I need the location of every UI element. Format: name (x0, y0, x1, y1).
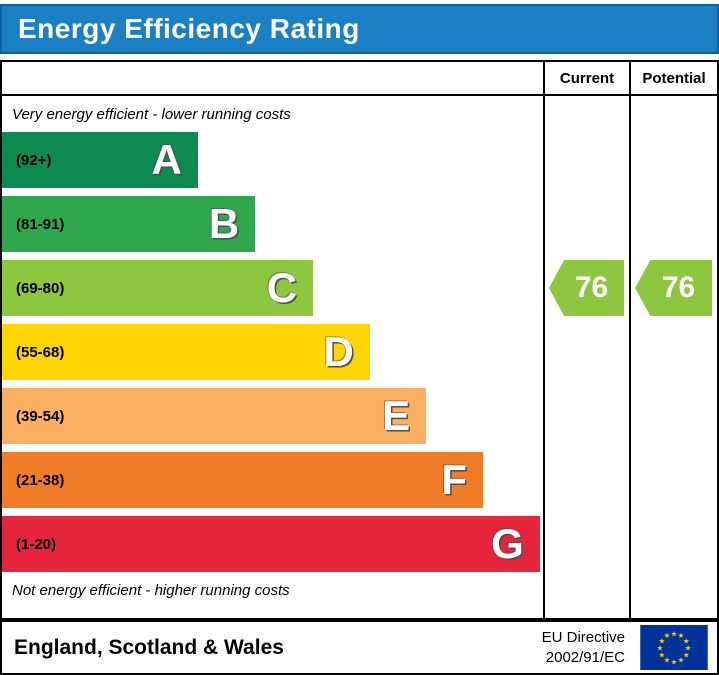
potential-column-header: Potential (629, 62, 717, 96)
svg-text:★: ★ (683, 650, 690, 659)
band-range-label: (81-91) (16, 215, 65, 233)
bands-area: Very energy efficient - lower running co… (2, 96, 543, 618)
band-letter: B (208, 200, 240, 247)
bottom-note: Not energy efficient - higher running co… (12, 581, 290, 599)
band-letter: G (491, 520, 524, 567)
svg-text:★: ★ (664, 656, 671, 665)
svg-text:★: ★ (664, 631, 671, 640)
band-bar-e: (39-54) E (2, 388, 427, 444)
eu-directive-label: EU Directive 2002/91/EC (542, 628, 625, 667)
band-bar-d: (55-68) D (2, 324, 370, 380)
region-label: England, Scotland & Wales (14, 635, 284, 659)
eu-flag-icon: ★ ★ ★ ★ ★ ★ ★ ★ ★ ★ ★ ★ (639, 625, 709, 670)
svg-text:★: ★ (683, 636, 690, 645)
band-range-label: (69-80) (16, 279, 65, 297)
band-bar-a: (92+) A (2, 132, 198, 188)
band-letter: C (266, 264, 298, 311)
current-column: 76 (543, 96, 629, 618)
band-letter: F (441, 456, 467, 503)
top-note: Very energy efficient - lower running co… (12, 105, 291, 123)
eu-directive-line2: 2002/91/EC (545, 648, 625, 666)
energy-rating-chart: Current Potential Very energy efficient … (0, 60, 719, 620)
band-range-label: (21-38) (16, 471, 65, 489)
svg-text:★: ★ (658, 636, 665, 645)
potential-column: 76 (629, 96, 717, 618)
eu-directive-line1: EU Directive (541, 629, 625, 646)
svg-text:★: ★ (658, 650, 665, 659)
chart-corner-cell (2, 62, 543, 96)
band-letter: D (323, 328, 354, 375)
band-bar-b: (81-91) B (2, 196, 256, 252)
svg-text:★: ★ (657, 643, 664, 652)
band-range-label: (1-20) (16, 535, 57, 553)
svg-text:★: ★ (685, 643, 692, 652)
page-title: Energy Efficiency Rating (18, 13, 360, 44)
title-bar: Energy Efficiency Rating (0, 4, 719, 54)
band-bar-f: (21-38) F (2, 452, 483, 508)
svg-text:★: ★ (678, 631, 685, 640)
band-bar-g: (1-20) G (2, 516, 540, 572)
footer: England, Scotland & Wales EU Directive 2… (0, 620, 719, 675)
current-column-header: Current (543, 62, 629, 96)
svg-text:★: ★ (678, 656, 685, 665)
band-range-label: (55-68) (16, 343, 65, 361)
svg-text:★: ★ (671, 657, 678, 666)
band-bar-c: (69-80) C (2, 260, 314, 316)
band-letter: A (151, 136, 182, 183)
potential-arrow: 76 (635, 260, 712, 316)
band-list: (92+) A (81-91) B (69-80) C (55-68) D (3… (2, 132, 543, 572)
band-range-label: (92+) (16, 151, 52, 169)
current-rating-value: 76 (574, 271, 609, 304)
svg-text:★: ★ (671, 629, 678, 638)
band-letter: E (382, 392, 411, 439)
band-range-label: (39-54) (16, 407, 65, 425)
current-arrow: 76 (549, 260, 624, 316)
potential-rating-value: 76 (661, 271, 696, 304)
